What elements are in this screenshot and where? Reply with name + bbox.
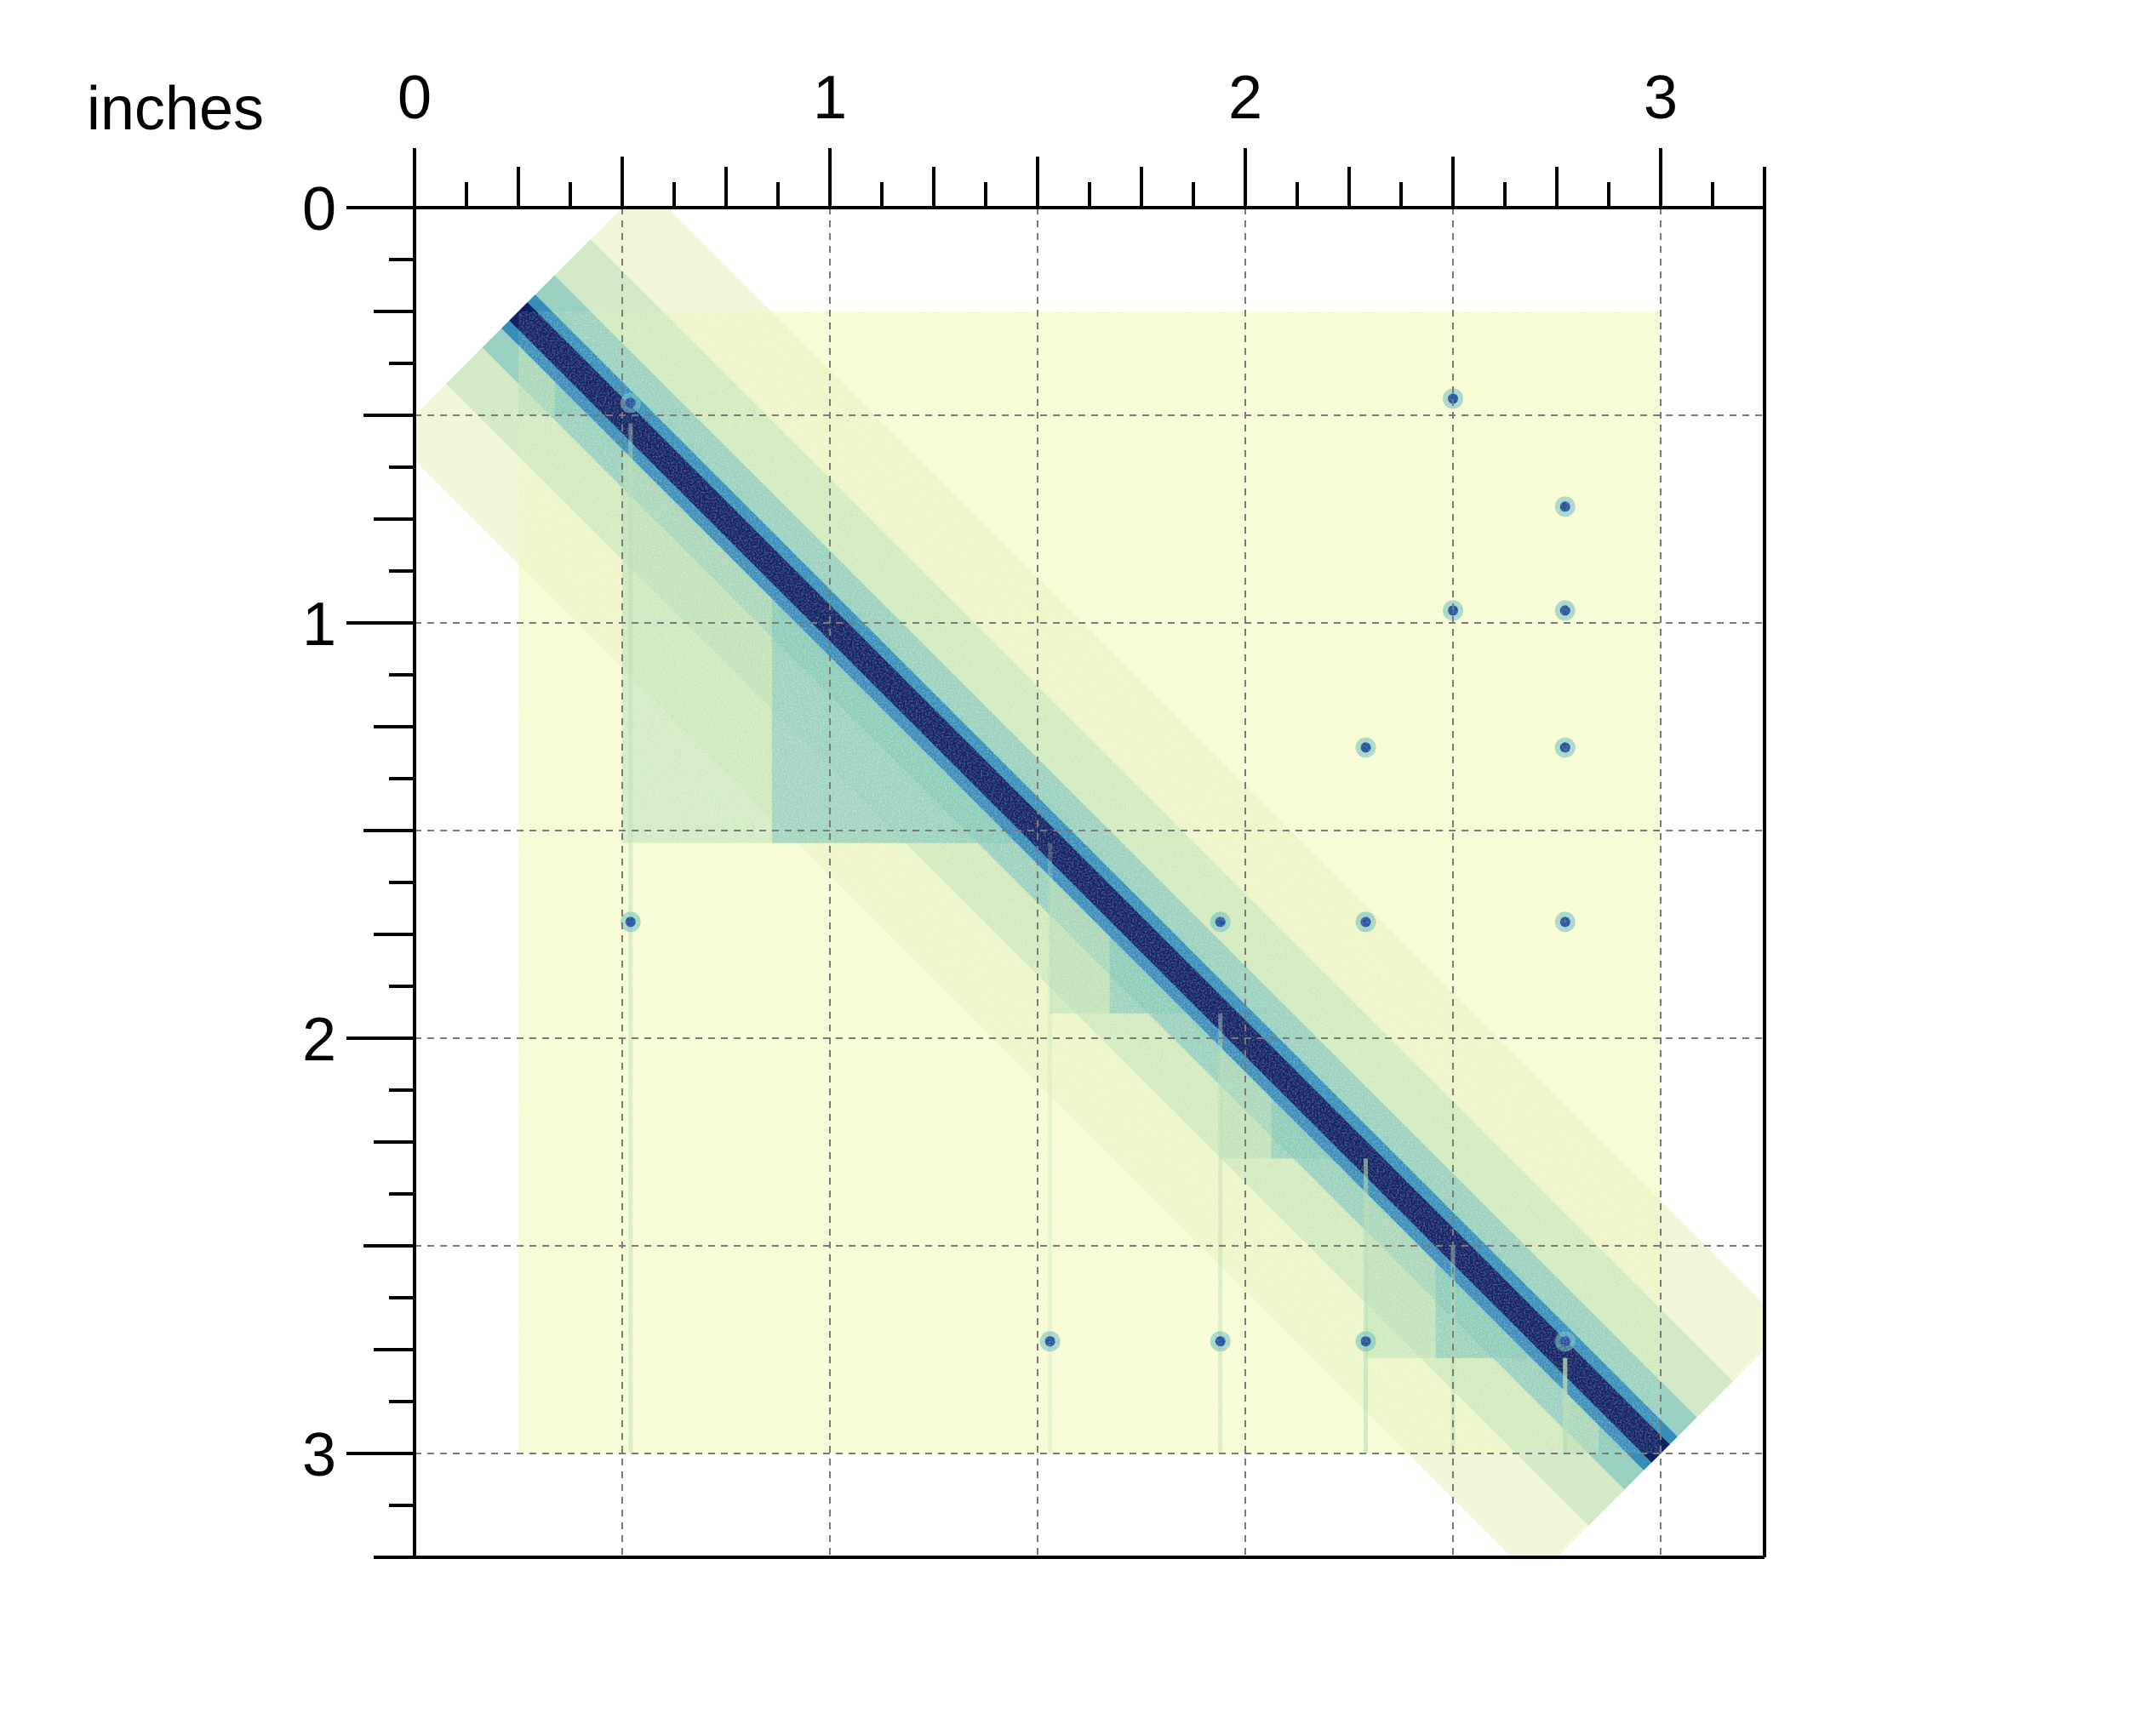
x-axis: 0 1 2 3: [398, 64, 1766, 208]
unit-label: inches: [87, 75, 264, 143]
x-tick-label: 0: [398, 64, 432, 132]
contact-matrix: [415, 208, 1765, 1557]
matrix-noise: [518, 311, 1661, 1453]
grid-lines: [415, 208, 1765, 1557]
y-tick-label: 1: [302, 591, 336, 659]
y-axis: 0 1 2 3: [302, 175, 415, 1559]
y-tick-label: 2: [302, 1006, 336, 1074]
x-tick-label: 1: [813, 64, 847, 132]
x-tick-label: 3: [1644, 64, 1678, 132]
y-tick-label: 0: [302, 175, 336, 243]
x-tick-label: 2: [1228, 64, 1262, 132]
y-tick-label: 3: [302, 1421, 336, 1489]
